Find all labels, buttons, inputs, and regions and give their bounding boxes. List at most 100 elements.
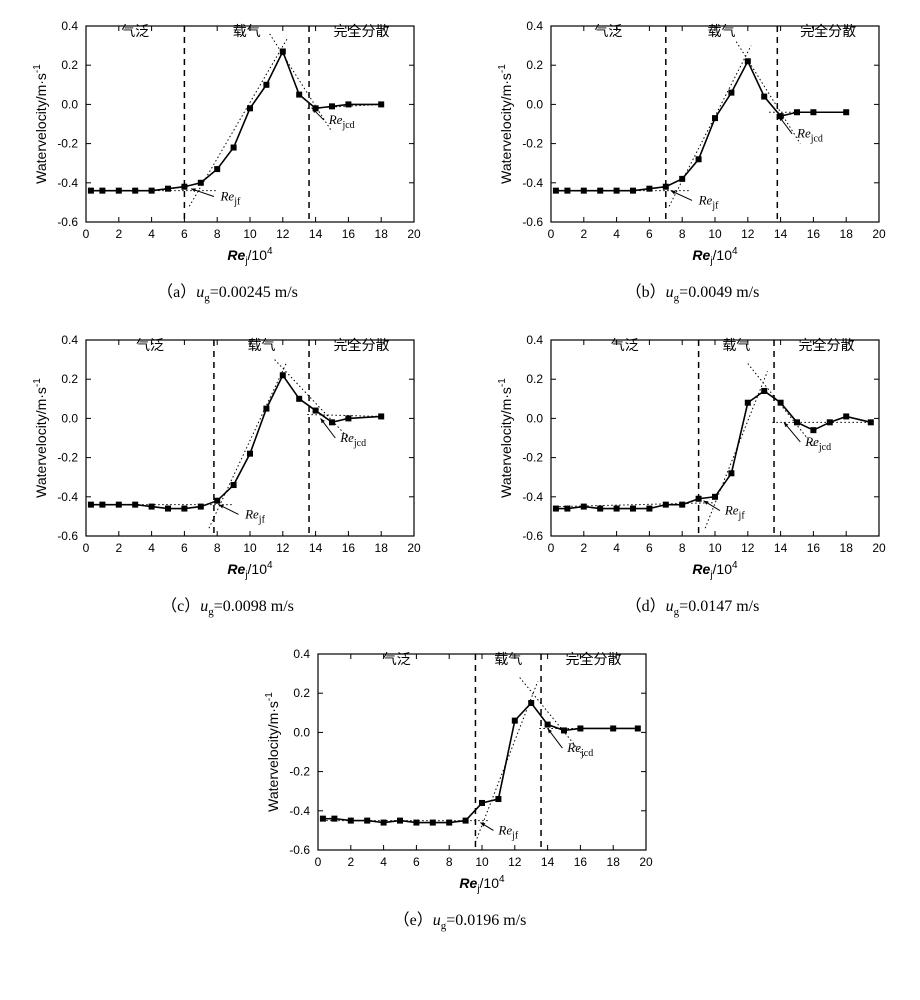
svg-text:18: 18 [839,541,853,555]
svg-text:0.0: 0.0 [293,726,310,740]
chart-svg: 02468101214161820-0.6-0.4-0.20.00.20.4气泛… [493,10,893,270]
svg-text:0.4: 0.4 [526,333,543,347]
chart-panel-c: 02468101214161820-0.6-0.4-0.20.00.20.4气泛… [28,324,428,618]
region-label: 载气 [722,338,750,354]
svg-text:0.0: 0.0 [61,412,78,426]
svg-text:2: 2 [115,541,122,555]
region-label: 完全分散 [800,23,856,40]
svg-text:0.2: 0.2 [526,372,543,386]
region-label: 完全分散 [333,337,389,354]
svg-text:16: 16 [806,541,820,555]
svg-text:-0.6: -0.6 [522,529,543,543]
svg-text:0.4: 0.4 [61,19,78,33]
region-label: 载气 [494,652,522,668]
svg-text:Rejf: Rejf [497,823,518,842]
svg-text:Watervelocity/m·s-1: Watervelocity/m·s-1 [32,64,49,184]
svg-text:0: 0 [547,541,554,555]
svg-text:Rej/104: Rej/104 [692,560,738,581]
svg-text:-0.6: -0.6 [57,215,78,229]
svg-text:4: 4 [148,541,155,555]
svg-text:16: 16 [341,541,355,555]
chart-panel-d: 02468101214161820-0.6-0.4-0.20.00.20.4气泛… [493,324,893,618]
svg-text:-0.6: -0.6 [289,843,310,857]
svg-text:12: 12 [276,227,290,241]
svg-text:20: 20 [407,541,421,555]
svg-text:8: 8 [678,227,685,241]
chart-caption: （e）ug=0.0196 m/s [394,906,527,932]
svg-text:10: 10 [708,541,722,555]
svg-text:8: 8 [678,541,685,555]
svg-text:Watervelocity/m·s-1: Watervelocity/m·s-1 [497,378,514,498]
svg-text:14: 14 [308,541,322,555]
region-label: 气泛 [594,24,622,40]
region-label: 完全分散 [798,337,854,354]
svg-text:0.2: 0.2 [61,372,78,386]
region-label: 气泛 [383,652,411,668]
svg-text:6: 6 [181,227,188,241]
svg-text:0: 0 [315,855,322,869]
svg-text:2: 2 [115,227,122,241]
svg-text:-0.2: -0.2 [57,451,78,465]
svg-text:Rej/104: Rej/104 [227,560,273,581]
svg-text:Rej/104: Rej/104 [227,246,273,267]
region-label: 气泛 [135,338,163,354]
svg-text:4: 4 [380,855,387,869]
svg-text:Rejf: Rejf [244,507,265,526]
svg-text:10: 10 [243,541,257,555]
svg-text:20: 20 [872,541,886,555]
svg-text:18: 18 [374,227,388,241]
svg-text:Rejf: Rejf [219,188,240,207]
svg-text:0.4: 0.4 [61,333,78,347]
svg-text:4: 4 [613,227,620,241]
svg-text:Rejcd: Rejcd [339,430,366,449]
svg-text:4: 4 [613,541,620,555]
svg-text:6: 6 [413,855,420,869]
svg-text:0.0: 0.0 [526,97,543,111]
chart-caption: （c）ug=0.0098 m/s [161,592,294,618]
chart-grid: 02468101214161820-0.6-0.4-0.20.00.20.4气泛… [10,10,910,933]
chart-panel-a: 02468101214161820-0.6-0.4-0.20.00.20.4气泛… [28,10,428,304]
svg-text:-0.4: -0.4 [522,490,543,504]
chart-svg: 02468101214161820-0.6-0.4-0.20.00.20.4气泛… [260,638,660,898]
region-label: 载气 [247,338,275,354]
svg-text:16: 16 [341,227,355,241]
svg-text:8: 8 [213,227,220,241]
region-label: 气泛 [121,24,149,40]
chart-panel-e: 02468101214161820-0.6-0.4-0.20.00.20.4气泛… [260,638,660,932]
svg-text:Watervelocity/m·s-1: Watervelocity/m·s-1 [497,64,514,184]
svg-text:-0.2: -0.2 [522,137,543,151]
svg-text:-0.2: -0.2 [522,451,543,465]
region-label: 完全分散 [333,23,389,40]
svg-text:18: 18 [374,541,388,555]
chart-caption: （d）ug=0.0147 m/s [626,592,760,618]
svg-text:14: 14 [541,855,555,869]
chart-caption: （a）ug=0.00245 m/s [157,278,298,304]
svg-text:12: 12 [741,227,755,241]
chart-panel-b: 02468101214161820-0.6-0.4-0.20.00.20.4气泛… [493,10,893,304]
svg-text:0.0: 0.0 [61,97,78,111]
region-label: 完全分散 [566,651,622,668]
region-label: 载气 [232,24,260,40]
svg-text:0.4: 0.4 [526,19,543,33]
svg-text:-0.6: -0.6 [522,215,543,229]
svg-text:18: 18 [607,855,621,869]
svg-text:8: 8 [213,541,220,555]
svg-text:0.2: 0.2 [526,58,543,72]
svg-text:Rejcd: Rejcd [327,112,354,131]
svg-text:0: 0 [82,227,89,241]
svg-text:-0.6: -0.6 [57,529,78,543]
svg-text:16: 16 [574,855,588,869]
svg-text:20: 20 [639,855,653,869]
svg-text:Rej/104: Rej/104 [459,874,505,895]
svg-text:-0.4: -0.4 [522,176,543,190]
svg-text:4: 4 [148,227,155,241]
svg-text:10: 10 [708,227,722,241]
svg-text:12: 12 [508,855,522,869]
svg-text:Rejcd: Rejcd [566,740,593,759]
svg-text:0.2: 0.2 [293,687,310,701]
svg-text:10: 10 [243,227,257,241]
svg-text:10: 10 [475,855,489,869]
svg-text:-0.4: -0.4 [57,490,78,504]
svg-text:Rejf: Rejf [697,192,718,211]
svg-text:Watervelocity/m·s-1: Watervelocity/m·s-1 [32,378,49,498]
